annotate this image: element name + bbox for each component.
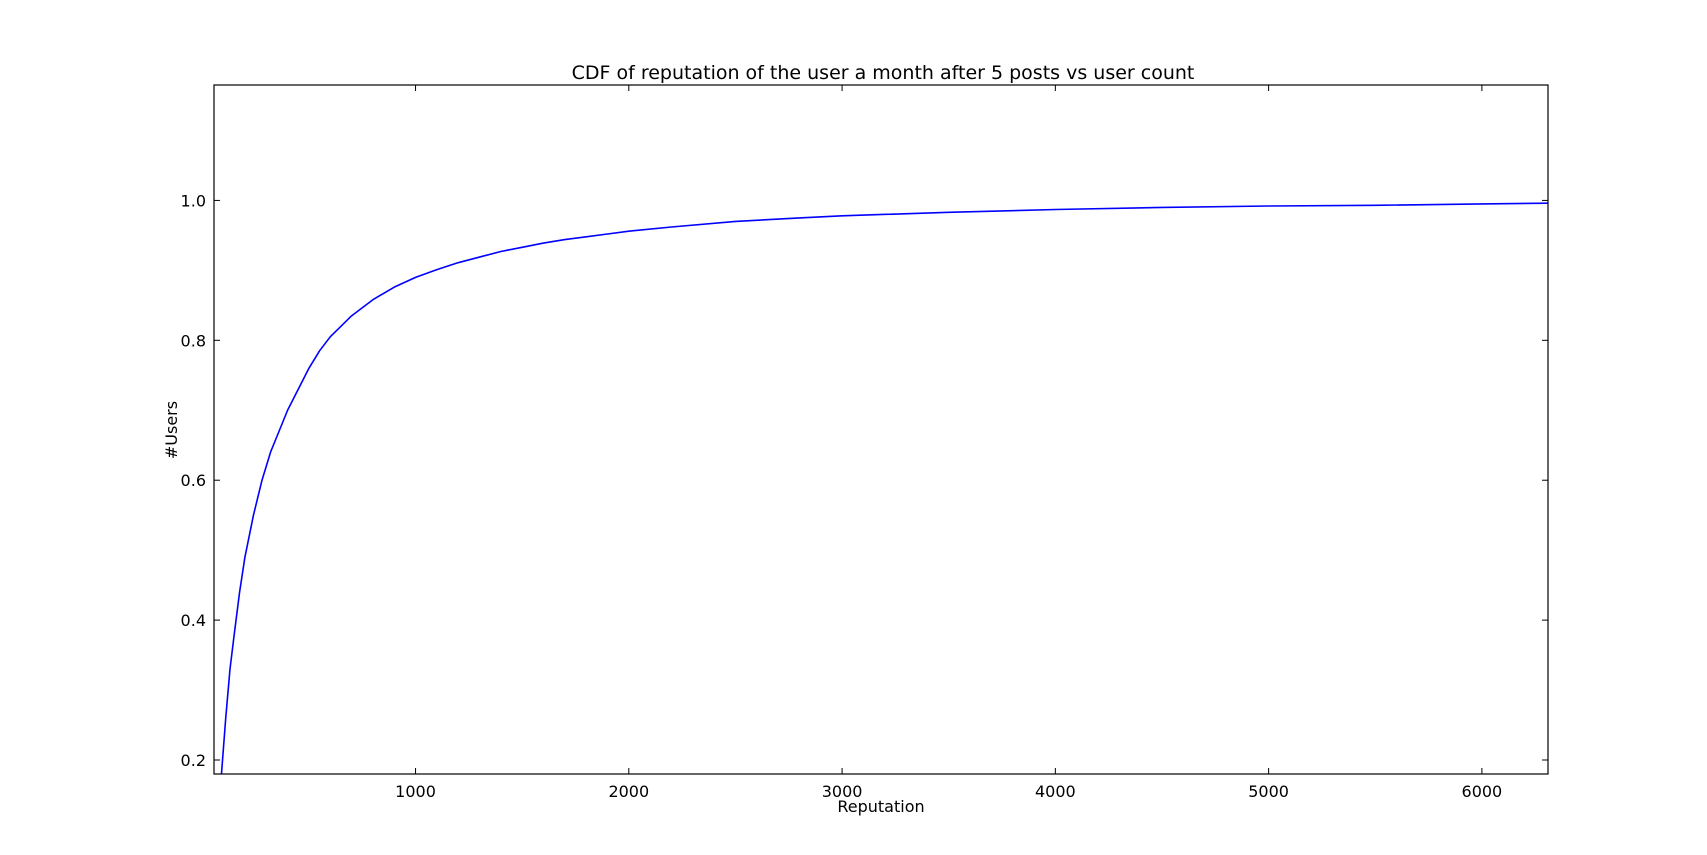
x-tick-label: 6000 bbox=[1462, 782, 1503, 801]
y-axis-label: #Users bbox=[162, 401, 181, 459]
x-axis-ticks: 1000 2000 3000 4000 5000 6000 bbox=[395, 85, 1502, 801]
axes-frame bbox=[213, 84, 1549, 775]
x-tick-label: 4000 bbox=[1035, 782, 1076, 801]
y-tick-label: 0.2 bbox=[181, 751, 206, 770]
y-tick-label: 0.8 bbox=[181, 331, 206, 350]
x-tick-label: 2000 bbox=[608, 782, 649, 801]
chart-title: CDF of reputation of the user a month af… bbox=[572, 62, 1195, 84]
x-tick-label: 1000 bbox=[395, 782, 436, 801]
x-axis-label: Reputation bbox=[837, 797, 924, 816]
x-tick-label: 5000 bbox=[1248, 782, 1289, 801]
y-tick-label: 0.4 bbox=[181, 611, 206, 630]
y-tick-label: 1.0 bbox=[181, 191, 206, 210]
y-axis-ticks: 0.2 0.4 0.6 0.8 1.0 bbox=[181, 191, 1548, 770]
y-tick-label: 0.6 bbox=[181, 471, 206, 490]
plot-area bbox=[220, 202, 1548, 774]
x-tick-label: 3000 bbox=[822, 782, 863, 801]
series-line-0 bbox=[220, 202, 1548, 774]
